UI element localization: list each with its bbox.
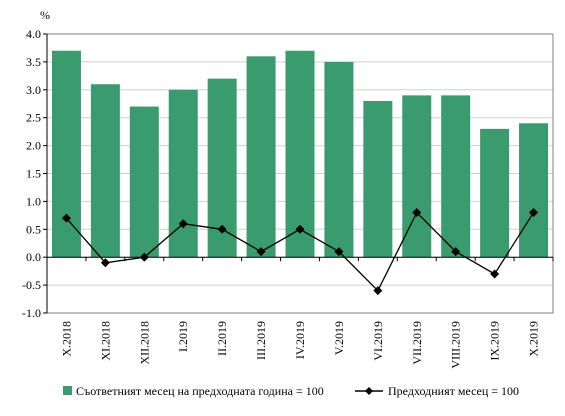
bar <box>363 100 393 258</box>
line-series <box>61 208 539 296</box>
legend-diamond-marker <box>365 387 373 395</box>
bar <box>441 95 471 258</box>
line-point <box>256 247 266 257</box>
x-tick-label: X.2018 <box>59 321 73 357</box>
bar-series <box>46 50 554 262</box>
y-tick-label: 2.5 <box>26 111 41 125</box>
bar <box>51 50 81 258</box>
line-point <box>178 219 188 229</box>
x-tick-label: VII.2019 <box>410 321 424 365</box>
bar <box>519 123 549 258</box>
y-axis: 4.0 3.5 3.0 2.5 2.0 1.5 1.0 0.5 0.0 -0.5 -1.0 <box>22 27 48 320</box>
y-tick-label: -1.0 <box>22 306 41 320</box>
bar <box>402 95 432 258</box>
line-point <box>217 224 227 234</box>
bar <box>129 106 159 258</box>
x-tick-label: XI.2018 <box>98 321 112 361</box>
bar <box>324 61 354 258</box>
y-tick-label: 4.0 <box>26 27 41 41</box>
y-tick-label: 1.0 <box>26 194 41 208</box>
x-tick-label: VIII.2019 <box>449 321 463 369</box>
line-point <box>490 269 500 279</box>
x-tick-label: VI.2019 <box>371 321 385 361</box>
y-tick-label: 0.5 <box>26 222 41 236</box>
x-tick-label: XII.2018 <box>137 321 151 365</box>
line-point <box>412 208 422 218</box>
y-tick-label: 0.0 <box>26 250 41 264</box>
line-point <box>139 252 149 262</box>
x-tick-label: IV.2019 <box>293 321 307 359</box>
bar <box>285 50 315 258</box>
x-tick-label: III.2019 <box>254 321 268 360</box>
x-tick-label: II.2019 <box>215 321 229 356</box>
line-point <box>100 258 110 268</box>
y-axis-label: % <box>40 8 50 22</box>
line-point <box>451 247 461 257</box>
x-tick-label: I.2019 <box>176 321 190 352</box>
bar <box>168 89 198 258</box>
line-point <box>529 208 539 218</box>
x-tick-label: X.2019 <box>527 321 541 357</box>
y-tick-label: 1.5 <box>26 167 41 181</box>
x-axis: X.2018 XI.2018 XII.2018 I.2019 II.2019 III.20… <box>59 321 540 369</box>
y-tick-label: 3.0 <box>26 83 41 97</box>
line-point <box>334 247 344 257</box>
bar <box>246 56 276 258</box>
line-point <box>295 224 305 234</box>
x-tick-label: IX.2019 <box>488 321 502 361</box>
legend-bar-swatch <box>63 386 72 395</box>
legend: Съответният месец на предходната година … <box>63 384 519 398</box>
y-tick-label: 3.5 <box>26 55 41 69</box>
y-tick-label: 2.0 <box>26 139 41 153</box>
legend-bar-label: Съответният месец на предходната година … <box>76 384 324 398</box>
y-tick-label: -0.5 <box>22 278 41 292</box>
line-point <box>61 213 71 223</box>
line-point <box>373 286 383 296</box>
bar <box>90 84 120 258</box>
bar <box>480 128 510 258</box>
x-tick-label: V.2019 <box>332 321 346 355</box>
legend-line-label: Предходният месец = 100 <box>388 384 519 398</box>
